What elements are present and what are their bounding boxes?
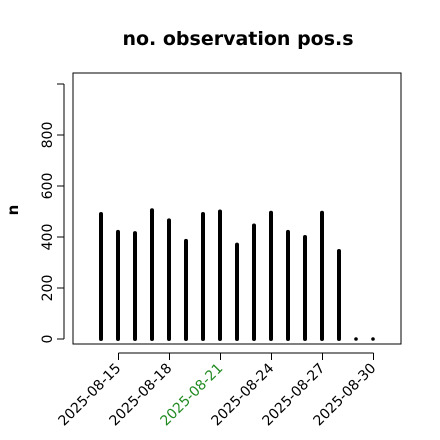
y-tick-label: 400 [40,224,56,251]
y-axis: 0 200 400 600 800 [40,83,65,344]
y-tick-label: 600 [40,173,56,200]
y-tick-label: 0 [40,335,56,344]
chart-title: no. observation pos.s [122,28,353,50]
y-tick-label: 800 [40,122,56,149]
y-tick-label: 200 [40,275,56,302]
bars [99,208,375,341]
bar [354,337,358,341]
bar [371,337,375,341]
plot-frame [72,72,402,345]
x-axis: 2025-08-152025-08-182025-08-212025-08-24… [55,352,379,429]
y-axis-label: n [4,205,22,216]
